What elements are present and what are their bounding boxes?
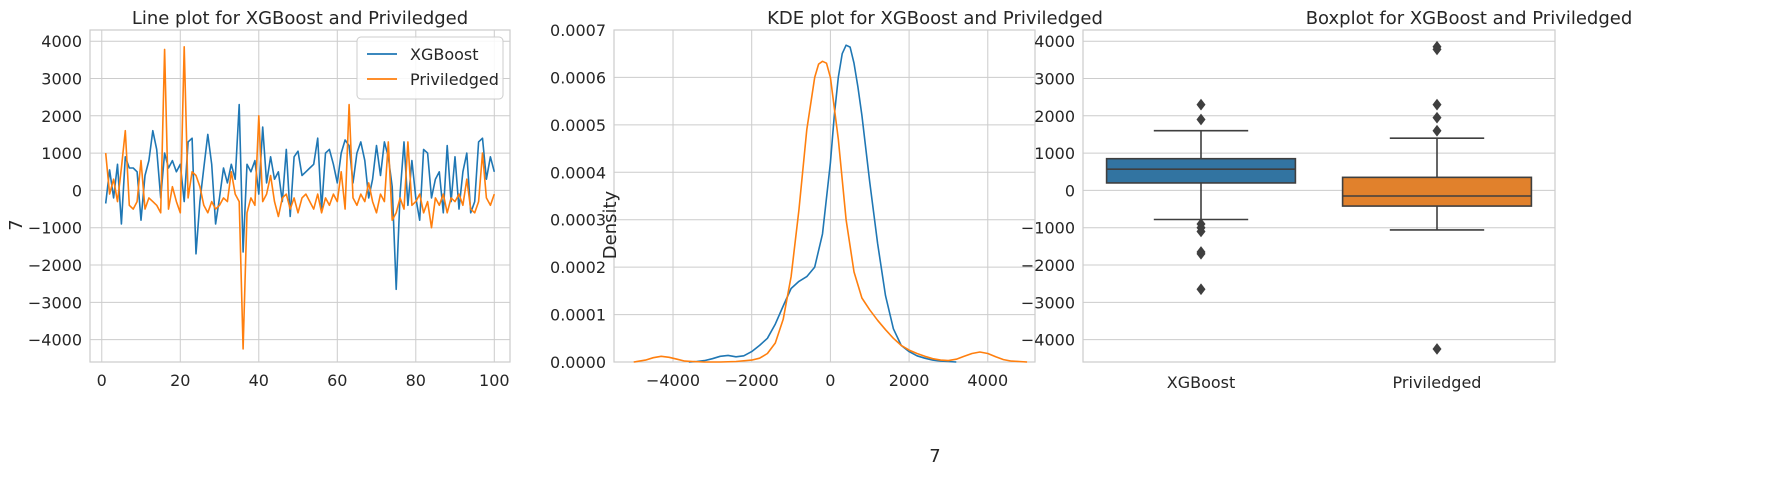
box-plot-title: Boxplot for XGBoost and Priviledged — [1306, 8, 1633, 29]
line-plot-xtick-label: 20 — [170, 371, 190, 390]
line-plot-xtick-label: 100 — [479, 371, 510, 390]
kde-plot-frame — [613, 29, 1036, 363]
box-plot-ytick-label: −4000 — [1021, 331, 1075, 350]
box-plot-ytick-label: −2000 — [1021, 256, 1075, 275]
line-plot-xtick-label: 80 — [406, 371, 426, 390]
kde-plot-ytick-label: 0.0000 — [550, 353, 606, 372]
kde-plot-xtick-label: 2000 — [889, 371, 930, 390]
kde-plot-ytick-label: 0.0006 — [550, 68, 606, 87]
line-plot-xtick-label: 60 — [327, 371, 347, 390]
legend-label-xgboost: XGBoost — [410, 45, 479, 64]
kde-plot-grid — [613, 29, 1036, 363]
box-plot-ytick-label: −3000 — [1021, 293, 1075, 312]
line-plot-series-priviledged — [104, 45, 496, 350]
line-plot-xtick-label: 0 — [97, 371, 107, 390]
kde-plot-ytick-label: 0.0001 — [550, 306, 606, 325]
kde-plot-xtick-label: −2000 — [725, 371, 779, 390]
outlier-priviledged — [1432, 111, 1442, 124]
box-plot-ticks: −4000 −3000 −2000 −1000 0 1000 2000 3000 4000 XGB… — [1021, 32, 1482, 392]
line-plot-xtick-label: 40 — [249, 371, 269, 390]
box-plot-ytick-label: 4000 — [1034, 32, 1075, 51]
kde-plot-ytick-label: 0.0003 — [550, 211, 606, 230]
line-plot-title: Line plot for XGBoost and Priviledged — [132, 8, 468, 29]
box-plot-xtick-label: Priviledged — [1393, 373, 1482, 392]
line-plot-ytick-label: 3000 — [41, 69, 82, 88]
kde-plot-xtick-label: 4000 — [967, 371, 1008, 390]
kde-plot-ylabel: Density — [600, 190, 621, 259]
line-plot-series-xgboost — [104, 103, 496, 291]
outlier-priviledged — [1432, 124, 1442, 137]
outlier-priviledged — [1432, 343, 1442, 355]
line-plot-ytick-label: −1000 — [28, 219, 82, 238]
kde-plot-xlabel: 7 — [929, 446, 940, 467]
kde-plot-ytick-label: 0.0007 — [550, 21, 606, 40]
box-priviledged — [1341, 176, 1533, 207]
line-plot-ytick-label: −3000 — [28, 293, 82, 312]
line-plot-ytick-label: 4000 — [41, 32, 82, 51]
box-plot-xtick-label: XGBoost — [1167, 373, 1236, 392]
kde-plot-ytick-label: 0.0004 — [550, 163, 606, 182]
line-plot-ylabel: 7 — [6, 219, 27, 230]
line-plot-ytick-label: 0 — [72, 181, 82, 200]
kde-plot-series — [633, 44, 1028, 363]
outlier-priviledged — [1432, 98, 1442, 111]
kde-plot-xtick-label: 0 — [825, 371, 835, 390]
line-plot-frame — [89, 29, 511, 363]
outlier-xgboost — [1196, 113, 1206, 126]
kde-plot-panel: KDE plot for XGBoost and Priviledged −40… — [550, 8, 1103, 467]
box-plot-ytick-label: 0 — [1065, 181, 1075, 200]
legend-label-priviledged: Priviledged — [410, 70, 499, 89]
kde-curve-priviledged — [633, 60, 1028, 363]
box-plot-panel: Boxplot for XGBoost and Priviledged −400… — [1021, 8, 1632, 392]
kde-plot-ytick-label: 0.0005 — [550, 116, 606, 135]
kde-plot-xtick-label: −4000 — [646, 371, 700, 390]
box-plot-frame — [1082, 29, 1556, 363]
kde-plot-ticks: −4000 −2000 0 2000 4000 0.0000 0.0001 0.0002 0.0… — [550, 21, 1008, 390]
line-plot-ytick-label: −2000 — [28, 256, 82, 275]
box-plot-ytick-label: −1000 — [1021, 219, 1075, 238]
outlier-xgboost — [1196, 247, 1206, 260]
kde-plot-ytick-label: 0.0002 — [550, 258, 606, 277]
outlier-xgboost — [1196, 98, 1206, 111]
box-plot-boxes — [1105, 40, 1533, 355]
box-plot-ytick-label: 3000 — [1034, 69, 1075, 88]
line-plot-series — [104, 45, 496, 350]
box-plot-ytick-label: 2000 — [1034, 107, 1075, 126]
line-plot-ytick-label: 1000 — [41, 144, 82, 163]
line-plot-ytick-label: 2000 — [41, 107, 82, 126]
outlier-xgboost — [1196, 225, 1206, 238]
outlier-priviledged — [1432, 43, 1442, 56]
box-plot-ytick-label: 1000 — [1034, 144, 1075, 163]
outlier-xgboost — [1196, 283, 1206, 296]
line-plot-legend: XGBoost Priviledged — [356, 36, 504, 100]
kde-plot-title: KDE plot for XGBoost and Priviledged — [767, 8, 1103, 29]
box-xgboost — [1105, 157, 1297, 184]
line-plot-panel: Line plot for XGBoost and Priviledged 0 2… — [6, 8, 511, 390]
line-plot-ytick-label: −4000 — [28, 331, 82, 350]
legend-box — [356, 36, 504, 100]
line-plot-ticks: 0 20 40 60 80 100 −4000 −3000 −2000 −1000 0 1000 200… — [28, 32, 510, 390]
box-plot-grid — [1082, 29, 1556, 363]
